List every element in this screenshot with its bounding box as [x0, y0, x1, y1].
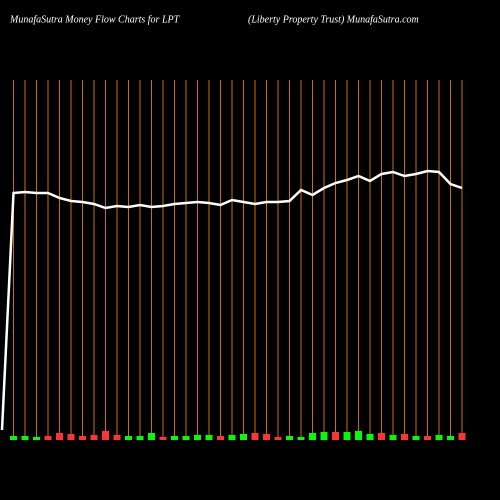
flow-bar	[412, 436, 420, 440]
flow-bar	[401, 434, 408, 440]
flow-bar	[10, 436, 17, 440]
flow-bar	[194, 435, 201, 440]
flow-bar	[79, 436, 86, 440]
flow-bar	[389, 435, 397, 440]
chart-title: MunafaSutra Money Flow Charts for LPT	[9, 14, 181, 25]
price-line	[0, 169, 463, 431]
flow-bar	[251, 433, 259, 440]
flow-bar	[458, 433, 466, 440]
flow-bar	[90, 435, 98, 440]
flow-bar	[125, 436, 132, 440]
flow-bar	[355, 431, 362, 440]
flow-bar	[217, 436, 224, 440]
flow-bar	[228, 435, 236, 440]
flow-bar	[148, 433, 155, 440]
flow-bar	[136, 436, 144, 440]
chart-subtitle: (Liberty Property Trust) MunafaSutra.com	[248, 14, 419, 25]
flow-bar	[21, 436, 29, 440]
flow-bar	[67, 434, 75, 440]
flow-bar	[286, 436, 293, 440]
flow-bar	[182, 436, 190, 440]
flow-bar	[378, 433, 385, 440]
flow-bar	[309, 433, 316, 440]
flow-bar	[320, 432, 328, 440]
flow-bar	[366, 434, 374, 440]
flow-bar	[159, 437, 167, 440]
flow-bar	[263, 434, 270, 440]
flow-bar	[44, 436, 52, 440]
flow-bar	[56, 433, 63, 440]
flow-bar	[274, 437, 282, 440]
flow-bar	[343, 432, 351, 440]
flow-bar	[205, 435, 213, 440]
flow-bar	[332, 432, 339, 440]
flow-bar	[102, 431, 109, 440]
flow-bar	[424, 436, 431, 440]
flow-bar	[447, 436, 454, 440]
flow-bar	[171, 436, 178, 440]
flow-bar	[240, 434, 247, 440]
flow-bar	[435, 435, 443, 440]
flow-bar	[297, 437, 305, 440]
flow-bar	[113, 435, 121, 440]
flow-bar	[33, 437, 40, 440]
